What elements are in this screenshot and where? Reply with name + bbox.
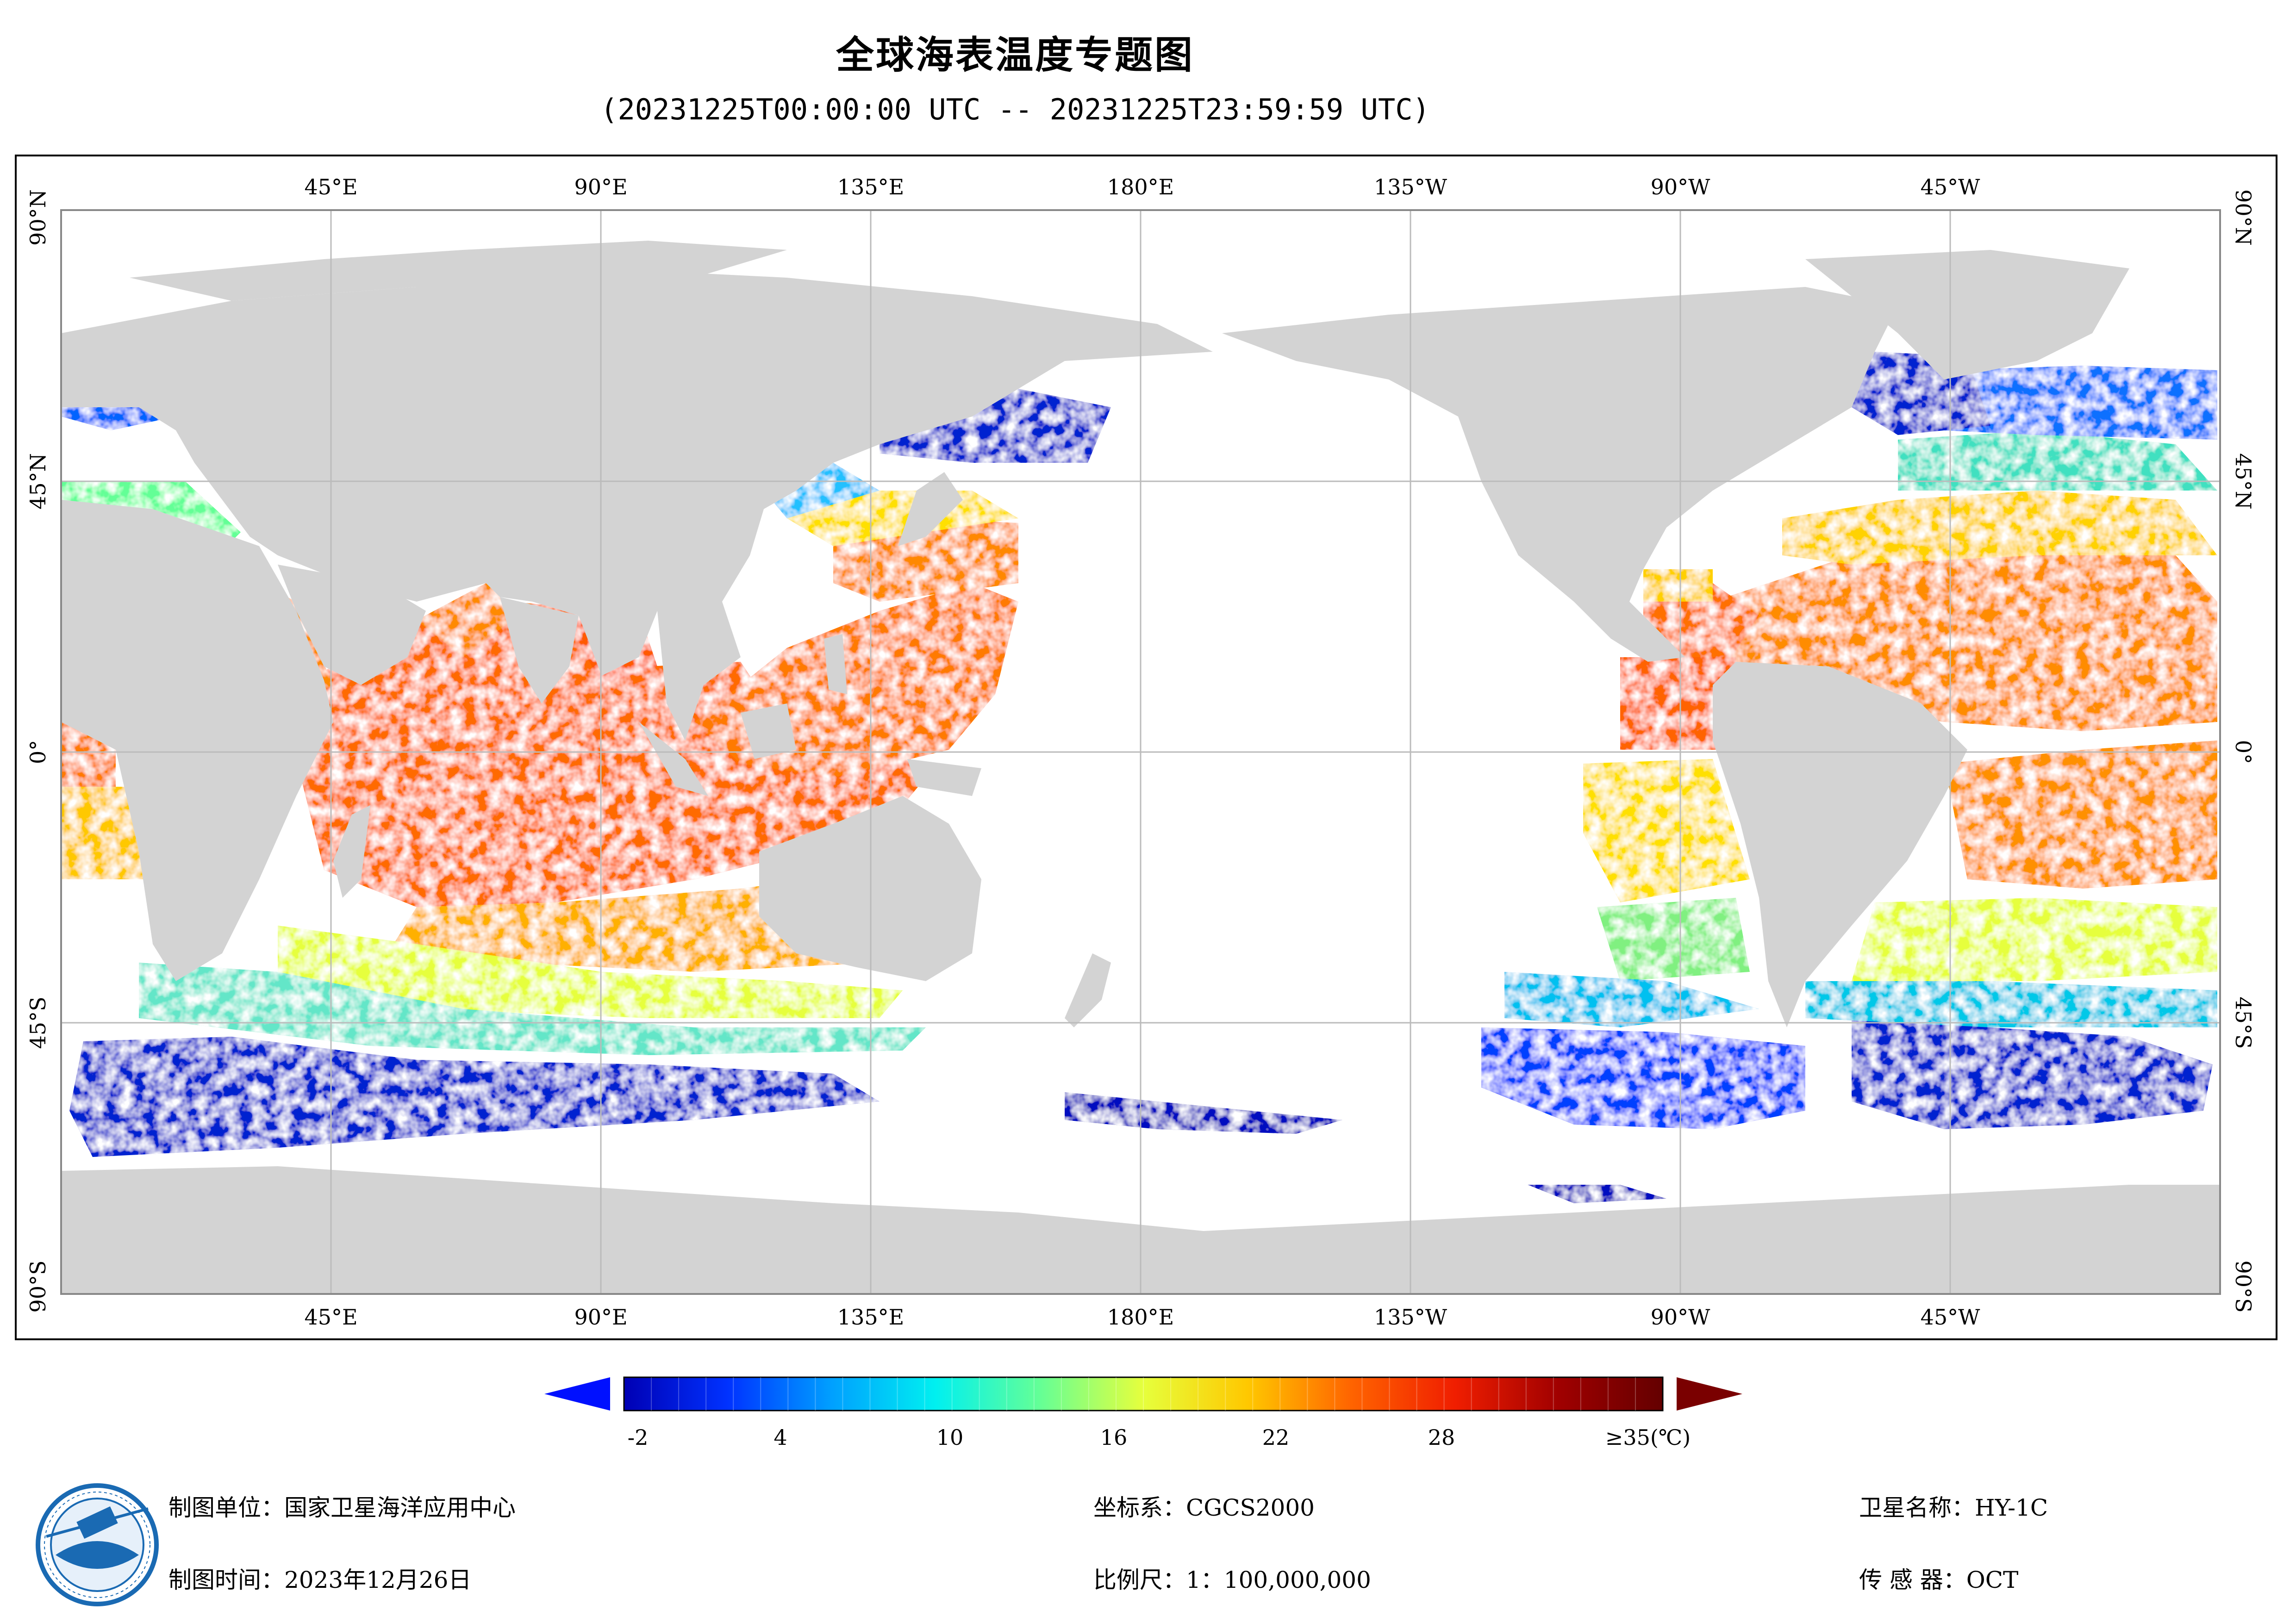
lat-label: 90°N bbox=[2231, 189, 2256, 246]
colorbar bbox=[544, 1376, 1742, 1412]
map-subtitle: (20231225T00:00:00 UTC -- 20231225T23:59… bbox=[600, 93, 1430, 126]
map-frame bbox=[15, 155, 2277, 1340]
land-sumatra bbox=[639, 722, 708, 796]
lon-label: 90°E bbox=[574, 174, 627, 199]
lon-label: 135°E bbox=[837, 1305, 904, 1330]
map-title: 全球海表温度专题图 bbox=[836, 33, 1194, 77]
sst-southern-ocean-cold-1 bbox=[69, 1037, 880, 1157]
colorbar-high-arrow bbox=[1677, 1377, 1742, 1411]
sst-north-atlantic-cold bbox=[1944, 366, 2217, 440]
footer-scale: 比例尺：1：100,000,000 bbox=[1093, 1567, 1371, 1593]
land-south-america bbox=[1713, 662, 1967, 1027]
sst-southern-ocean-cold-5 bbox=[1528, 1185, 1666, 1203]
colorbar-tick-label: 16 bbox=[1100, 1425, 1128, 1450]
lon-label: 45°W bbox=[1921, 174, 1981, 199]
footer-org: 制图单位：国家卫星海洋应用中心 bbox=[168, 1494, 516, 1521]
sst-southern-ocean-cold-2 bbox=[1065, 1092, 1342, 1134]
lat-label: 0° bbox=[25, 740, 50, 764]
sst-south-atlantic-mid bbox=[1852, 898, 2217, 981]
colorbar-low-arrow bbox=[544, 1377, 610, 1411]
lat-label: 90°S bbox=[2231, 1260, 2256, 1312]
sst-east-pacific-warm bbox=[1620, 657, 1736, 750]
footer-satellite: 卫星名称：HY-1C bbox=[1859, 1494, 2048, 1521]
sst-southern-ocean-cold-4 bbox=[1852, 1018, 2213, 1129]
colorbar-tick-label: -2 bbox=[628, 1425, 649, 1450]
lon-label: 90°E bbox=[574, 1305, 627, 1330]
map-border bbox=[60, 209, 2221, 1295]
sst-kuroshio-cool bbox=[764, 463, 880, 518]
graticule bbox=[61, 210, 2220, 1294]
colorbar-tick-labels: -2 4 10 16 22 28 ≥35(℃) bbox=[628, 1425, 1691, 1450]
lon-label: 135°E bbox=[837, 174, 904, 199]
sst-south-atlantic-warm bbox=[1944, 740, 2217, 889]
lon-label: 45°E bbox=[304, 1305, 357, 1330]
sst-east-pacific-yellow bbox=[1583, 759, 1750, 902]
lat-label: 45°N bbox=[25, 453, 50, 510]
lat-label: 45°S bbox=[2231, 996, 2256, 1049]
lat-label: 90°S bbox=[25, 1260, 50, 1312]
sst-south-indian-mid bbox=[278, 926, 903, 1018]
lat-label: 45°S bbox=[25, 996, 50, 1049]
sst-south-atlantic-cool bbox=[1805, 981, 2217, 1027]
lat-label: 45°N bbox=[2231, 453, 2256, 510]
lon-labels-bottom: 45°E 90°E 135°E 180°E 135°W 90°W 45°W bbox=[304, 1305, 1980, 1330]
map-area bbox=[61, 210, 2220, 1294]
lon-label: 90°W bbox=[1651, 174, 1711, 199]
lat-label: 0° bbox=[2231, 740, 2256, 764]
colorbar-tick-label: 4 bbox=[774, 1425, 787, 1450]
land-new-guinea bbox=[907, 759, 981, 796]
lat-labels-left: 90°N 45°N 0° 45°S 90°S bbox=[25, 189, 50, 1312]
sst-north-atlantic-mid bbox=[1782, 491, 2217, 565]
colorbar-steps bbox=[651, 1377, 1636, 1411]
lon-label: 45°W bbox=[1921, 1305, 1981, 1330]
lon-label: 180°E bbox=[1107, 1305, 1174, 1330]
land-eurasia bbox=[61, 268, 1213, 676]
colorbar-tick-label: ≥35(℃) bbox=[1605, 1425, 1691, 1450]
land-new-zealand bbox=[1065, 953, 1111, 1027]
land-borneo bbox=[741, 703, 796, 759]
sst-south-indian-cool bbox=[139, 963, 926, 1055]
lon-labels-top: 45°E 90°E 135°E 180°E 135°W 90°W 45°W bbox=[304, 174, 1980, 199]
colorbar-scale bbox=[623, 1376, 1664, 1412]
sst-east-pacific-green bbox=[1597, 898, 1750, 981]
land-arctic bbox=[130, 241, 787, 301]
sst-southern-ocean-cold-3 bbox=[1481, 1027, 1805, 1129]
footer-crs: 坐标系：CGCS2000 bbox=[1093, 1494, 1315, 1521]
lon-label: 180°E bbox=[1107, 174, 1174, 199]
sst-east-pacific-cyan bbox=[1504, 972, 1759, 1027]
sst-northwest-pacific-yellow bbox=[787, 491, 1018, 546]
colorbar-tick-label: 22 bbox=[1262, 1425, 1290, 1450]
land-africa bbox=[61, 500, 333, 981]
sst-arabian-sea bbox=[417, 583, 518, 657]
land-north-america bbox=[1222, 287, 1898, 662]
land-madagascar bbox=[333, 805, 370, 898]
lon-label: 135°W bbox=[1374, 1305, 1447, 1330]
land-arabia bbox=[278, 565, 426, 685]
sst-indian-ocean-warm bbox=[296, 602, 926, 907]
nsoas-logo bbox=[36, 1483, 159, 1606]
colorbar-tick-label: 28 bbox=[1428, 1425, 1455, 1450]
land-indochina bbox=[657, 602, 741, 740]
land-japan bbox=[898, 472, 963, 546]
lon-label: 135°W bbox=[1374, 174, 1447, 199]
lat-label: 90°N bbox=[25, 189, 50, 246]
lon-label: 90°W bbox=[1651, 1305, 1711, 1330]
land-india bbox=[500, 597, 579, 703]
land-philippines bbox=[824, 634, 847, 694]
lon-label: 45°E bbox=[304, 174, 357, 199]
sst-gulf-mexico bbox=[1643, 569, 1713, 602]
sst-north-atlantic-cool bbox=[1898, 430, 2217, 491]
lat-labels-right: 90°N 45°N 0° 45°S 90°S bbox=[2231, 189, 2256, 1312]
footer-date: 制图时间：2023年12月26日 bbox=[168, 1567, 472, 1593]
colorbar-tick-label: 10 bbox=[936, 1425, 964, 1450]
footer-sensor: 传 感 器：OCT bbox=[1859, 1567, 2019, 1593]
land-greenland bbox=[1805, 250, 2129, 379]
